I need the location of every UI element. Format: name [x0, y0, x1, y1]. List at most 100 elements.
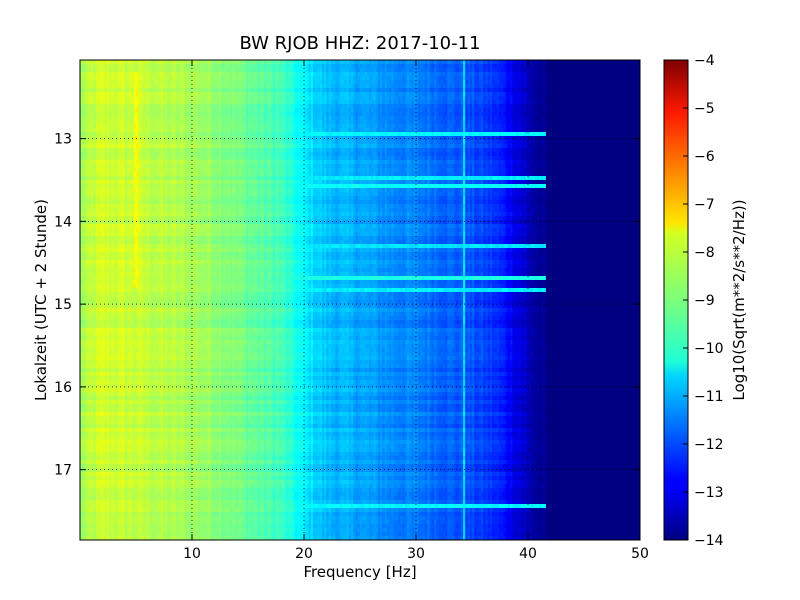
heatmap-cell: [330, 100, 334, 105]
heatmap-cell: [631, 88, 634, 93]
heatmap-cell: [171, 88, 175, 93]
heatmap-cell: [590, 64, 594, 69]
heatmap-cell: [368, 100, 372, 105]
heatmap-cell: [539, 64, 542, 69]
heatmap-cell: [339, 80, 343, 85]
heatmap-cell: [572, 104, 576, 109]
heatmap-cell: [295, 68, 298, 73]
heatmap-cell: [290, 88, 294, 93]
heatmap-cell: [270, 76, 274, 81]
heatmap-cell: [418, 64, 421, 69]
heatmap-cell: [456, 68, 459, 73]
heatmap-cell: [577, 88, 580, 93]
heatmap-cell: [380, 60, 383, 65]
heatmap-cell: [198, 104, 202, 109]
heatmap-cell: [507, 80, 511, 85]
heatmap-cell: [339, 88, 343, 93]
heatmap-cell: [368, 96, 372, 101]
heatmap-cell: [472, 92, 475, 97]
heatmap-cell: [250, 80, 253, 85]
heatmap-cell: [160, 96, 164, 101]
heatmap-cell: [622, 92, 625, 97]
heatmap-cell: [223, 60, 226, 65]
heatmap-cell: [622, 72, 625, 77]
heatmap-cell: [337, 96, 341, 101]
heatmap-cell: [606, 92, 610, 97]
heatmap-cell: [212, 60, 215, 65]
heatmap-cell: [308, 76, 312, 81]
heatmap-cell: [407, 60, 410, 65]
heatmap-cell: [631, 96, 634, 101]
heatmap-cell: [254, 104, 258, 109]
heatmap-cell: [377, 68, 381, 73]
heatmap-cell: [552, 60, 556, 65]
heatmap-cell: [158, 72, 162, 77]
heatmap-cell: [131, 60, 135, 65]
heatmap-cell: [144, 68, 148, 73]
heatmap-cell: [375, 68, 379, 73]
heatmap-cell: [476, 80, 480, 85]
heatmap-cell: [608, 72, 612, 77]
heatmap-cell: [465, 68, 468, 73]
heatmap-cell: [606, 84, 610, 89]
heatmap-cell: [328, 84, 332, 89]
heatmap-cell: [615, 76, 618, 81]
heatmap-cell: [265, 84, 269, 89]
heatmap-cell: [153, 92, 157, 97]
heatmap-cell: [559, 100, 562, 105]
heatmap-cell: [122, 72, 126, 77]
heatmap-cell: [360, 80, 363, 85]
heatmap-cell: [124, 80, 128, 85]
heatmap-cell: [216, 60, 220, 65]
heatmap-cell: [532, 72, 536, 77]
heatmap-cell: [326, 72, 330, 77]
heatmap-cell: [626, 100, 630, 105]
heatmap-cell: [407, 96, 410, 101]
heatmap-cell: [205, 92, 209, 97]
heatmap-cell: [86, 76, 90, 81]
heatmap-cell: [357, 64, 361, 69]
heatmap-cell: [268, 100, 271, 105]
heatmap-cell: [315, 96, 318, 101]
heatmap-cell: [80, 72, 83, 77]
heatmap-cell: [156, 88, 159, 93]
heatmap-cell: [617, 88, 621, 93]
heatmap-cell: [196, 92, 200, 97]
heatmap-cell: [351, 104, 354, 109]
heatmap-cell: [312, 96, 316, 101]
heatmap-cell: [454, 104, 457, 109]
heatmap-cell: [122, 88, 126, 93]
heatmap-cell: [167, 72, 170, 77]
heatmap-cell: [391, 104, 394, 109]
heatmap-cell: [312, 92, 316, 97]
heatmap-cell: [113, 60, 117, 65]
heatmap-cell: [351, 68, 354, 73]
heatmap-cell: [362, 88, 365, 93]
heatmap-cell: [133, 92, 137, 97]
heatmap-cell: [442, 92, 446, 97]
heatmap-cell: [122, 96, 126, 101]
heatmap-cell: [431, 64, 435, 69]
heatmap-cell: [250, 76, 253, 81]
heatmap-cell: [140, 76, 144, 81]
heatmap-cell: [438, 76, 442, 81]
heatmap-cell: [167, 64, 170, 69]
heatmap-cell: [588, 80, 592, 85]
heatmap-cell: [200, 76, 204, 81]
heatmap-cell: [610, 68, 614, 73]
heatmap-cell: [554, 100, 558, 105]
heatmap-cell: [503, 64, 506, 69]
heatmap-cell: [158, 64, 162, 69]
heatmap-cell: [512, 104, 515, 109]
heatmap-cell: [252, 96, 256, 101]
heatmap-cell: [326, 92, 330, 97]
heatmap-cell: [626, 80, 630, 85]
heatmap-cell: [543, 68, 547, 73]
heatmap-cell: [637, 72, 640, 77]
heatmap-cell: [270, 104, 274, 109]
heatmap-cell: [91, 100, 94, 105]
heatmap-cell: [610, 88, 614, 93]
heatmap-cell: [174, 96, 177, 101]
heatmap-cell: [183, 84, 186, 89]
heatmap-cell: [263, 60, 267, 65]
